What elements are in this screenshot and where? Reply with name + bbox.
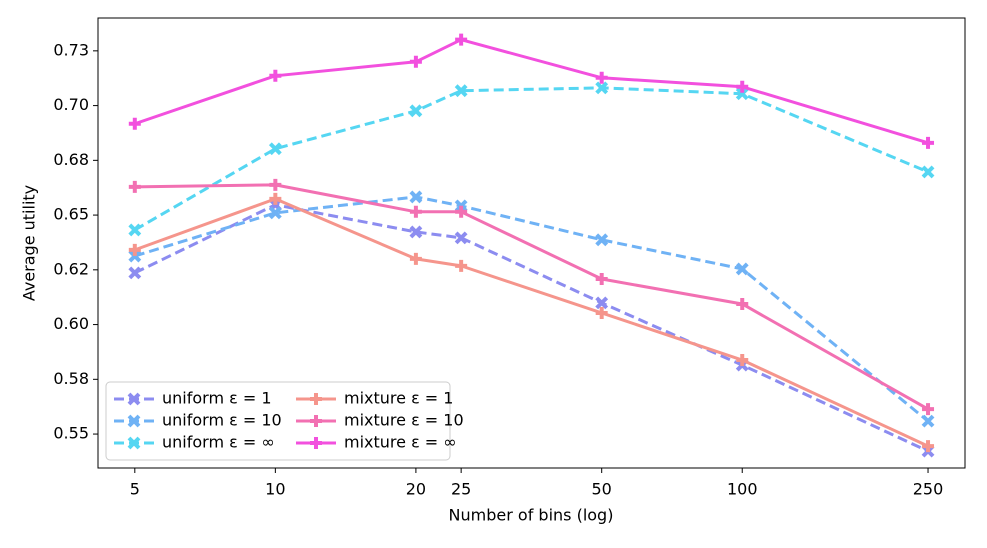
point-marker [736, 297, 749, 310]
legend-label: mixture ε = 10 [344, 411, 464, 430]
point-marker [128, 223, 142, 237]
x-tick-label: 5 [130, 480, 140, 499]
point-marker [735, 87, 749, 101]
x-tick-label: 10 [265, 480, 285, 499]
point-marker [595, 296, 609, 310]
x-tick-label: 100 [727, 480, 758, 499]
y-axis-label: Average utility [20, 185, 39, 301]
legend-label: mixture ε = 1 [344, 389, 453, 408]
point-marker [128, 243, 141, 256]
point-marker [310, 437, 322, 449]
point-marker [128, 249, 142, 263]
point-marker [736, 80, 749, 93]
legend-label: mixture ε = ∞ [344, 433, 457, 452]
point-marker [595, 71, 608, 84]
point-marker [128, 117, 141, 130]
series-line [134, 38, 929, 145]
x-tick-label: 20 [406, 480, 426, 499]
y-tick-label: 0.60 [53, 314, 89, 333]
point-marker [409, 252, 422, 265]
y-tick-label: 0.55 [53, 424, 89, 443]
point-marker [455, 33, 468, 46]
point-marker [310, 415, 322, 427]
y-tick-label: 0.73 [53, 40, 89, 59]
point-marker [127, 392, 141, 406]
point-marker [127, 436, 141, 450]
legend-label: uniform ε = 1 [162, 389, 272, 408]
point-marker [269, 192, 282, 205]
point-marker [921, 165, 935, 179]
legend-label: uniform ε = 10 [162, 411, 282, 430]
point-marker [269, 69, 282, 82]
point-marker [269, 178, 282, 191]
point-marker [127, 414, 141, 428]
y-tick-label: 0.65 [53, 205, 89, 224]
point-marker [128, 266, 142, 280]
point-marker [409, 225, 423, 239]
x-tick-label: 25 [451, 480, 471, 499]
point-marker [268, 206, 282, 220]
y-tick-label: 0.58 [53, 369, 89, 388]
point-marker [595, 233, 609, 247]
point-marker [409, 55, 422, 68]
y-tick-label: 0.68 [53, 150, 89, 169]
plot-frame [97, 17, 966, 469]
point-marker [922, 440, 935, 453]
point-marker [409, 190, 423, 204]
point-marker [922, 136, 935, 149]
y-tick-label: 0.70 [53, 95, 89, 114]
point-marker [455, 259, 468, 272]
point-marker [409, 104, 423, 118]
point-marker [455, 205, 468, 218]
point-marker [454, 84, 468, 98]
point-marker [128, 180, 141, 193]
point-marker [735, 262, 749, 276]
x-axis-label: Number of bins (log) [449, 506, 614, 525]
point-marker [310, 393, 322, 405]
point-marker [409, 205, 422, 218]
legend-label: uniform ε = ∞ [162, 433, 275, 452]
point-marker [454, 231, 468, 245]
series-line [134, 86, 929, 232]
point-marker [921, 414, 935, 428]
point-marker [595, 81, 609, 95]
x-tick-label: 250 [913, 480, 944, 499]
y-tick-label: 0.62 [53, 259, 89, 278]
x-tick-label: 50 [592, 480, 612, 499]
point-marker [736, 354, 749, 367]
point-marker [268, 142, 282, 156]
point-marker [922, 403, 935, 416]
point-marker [595, 306, 608, 319]
point-marker [595, 273, 608, 286]
legend-box [105, 381, 451, 461]
